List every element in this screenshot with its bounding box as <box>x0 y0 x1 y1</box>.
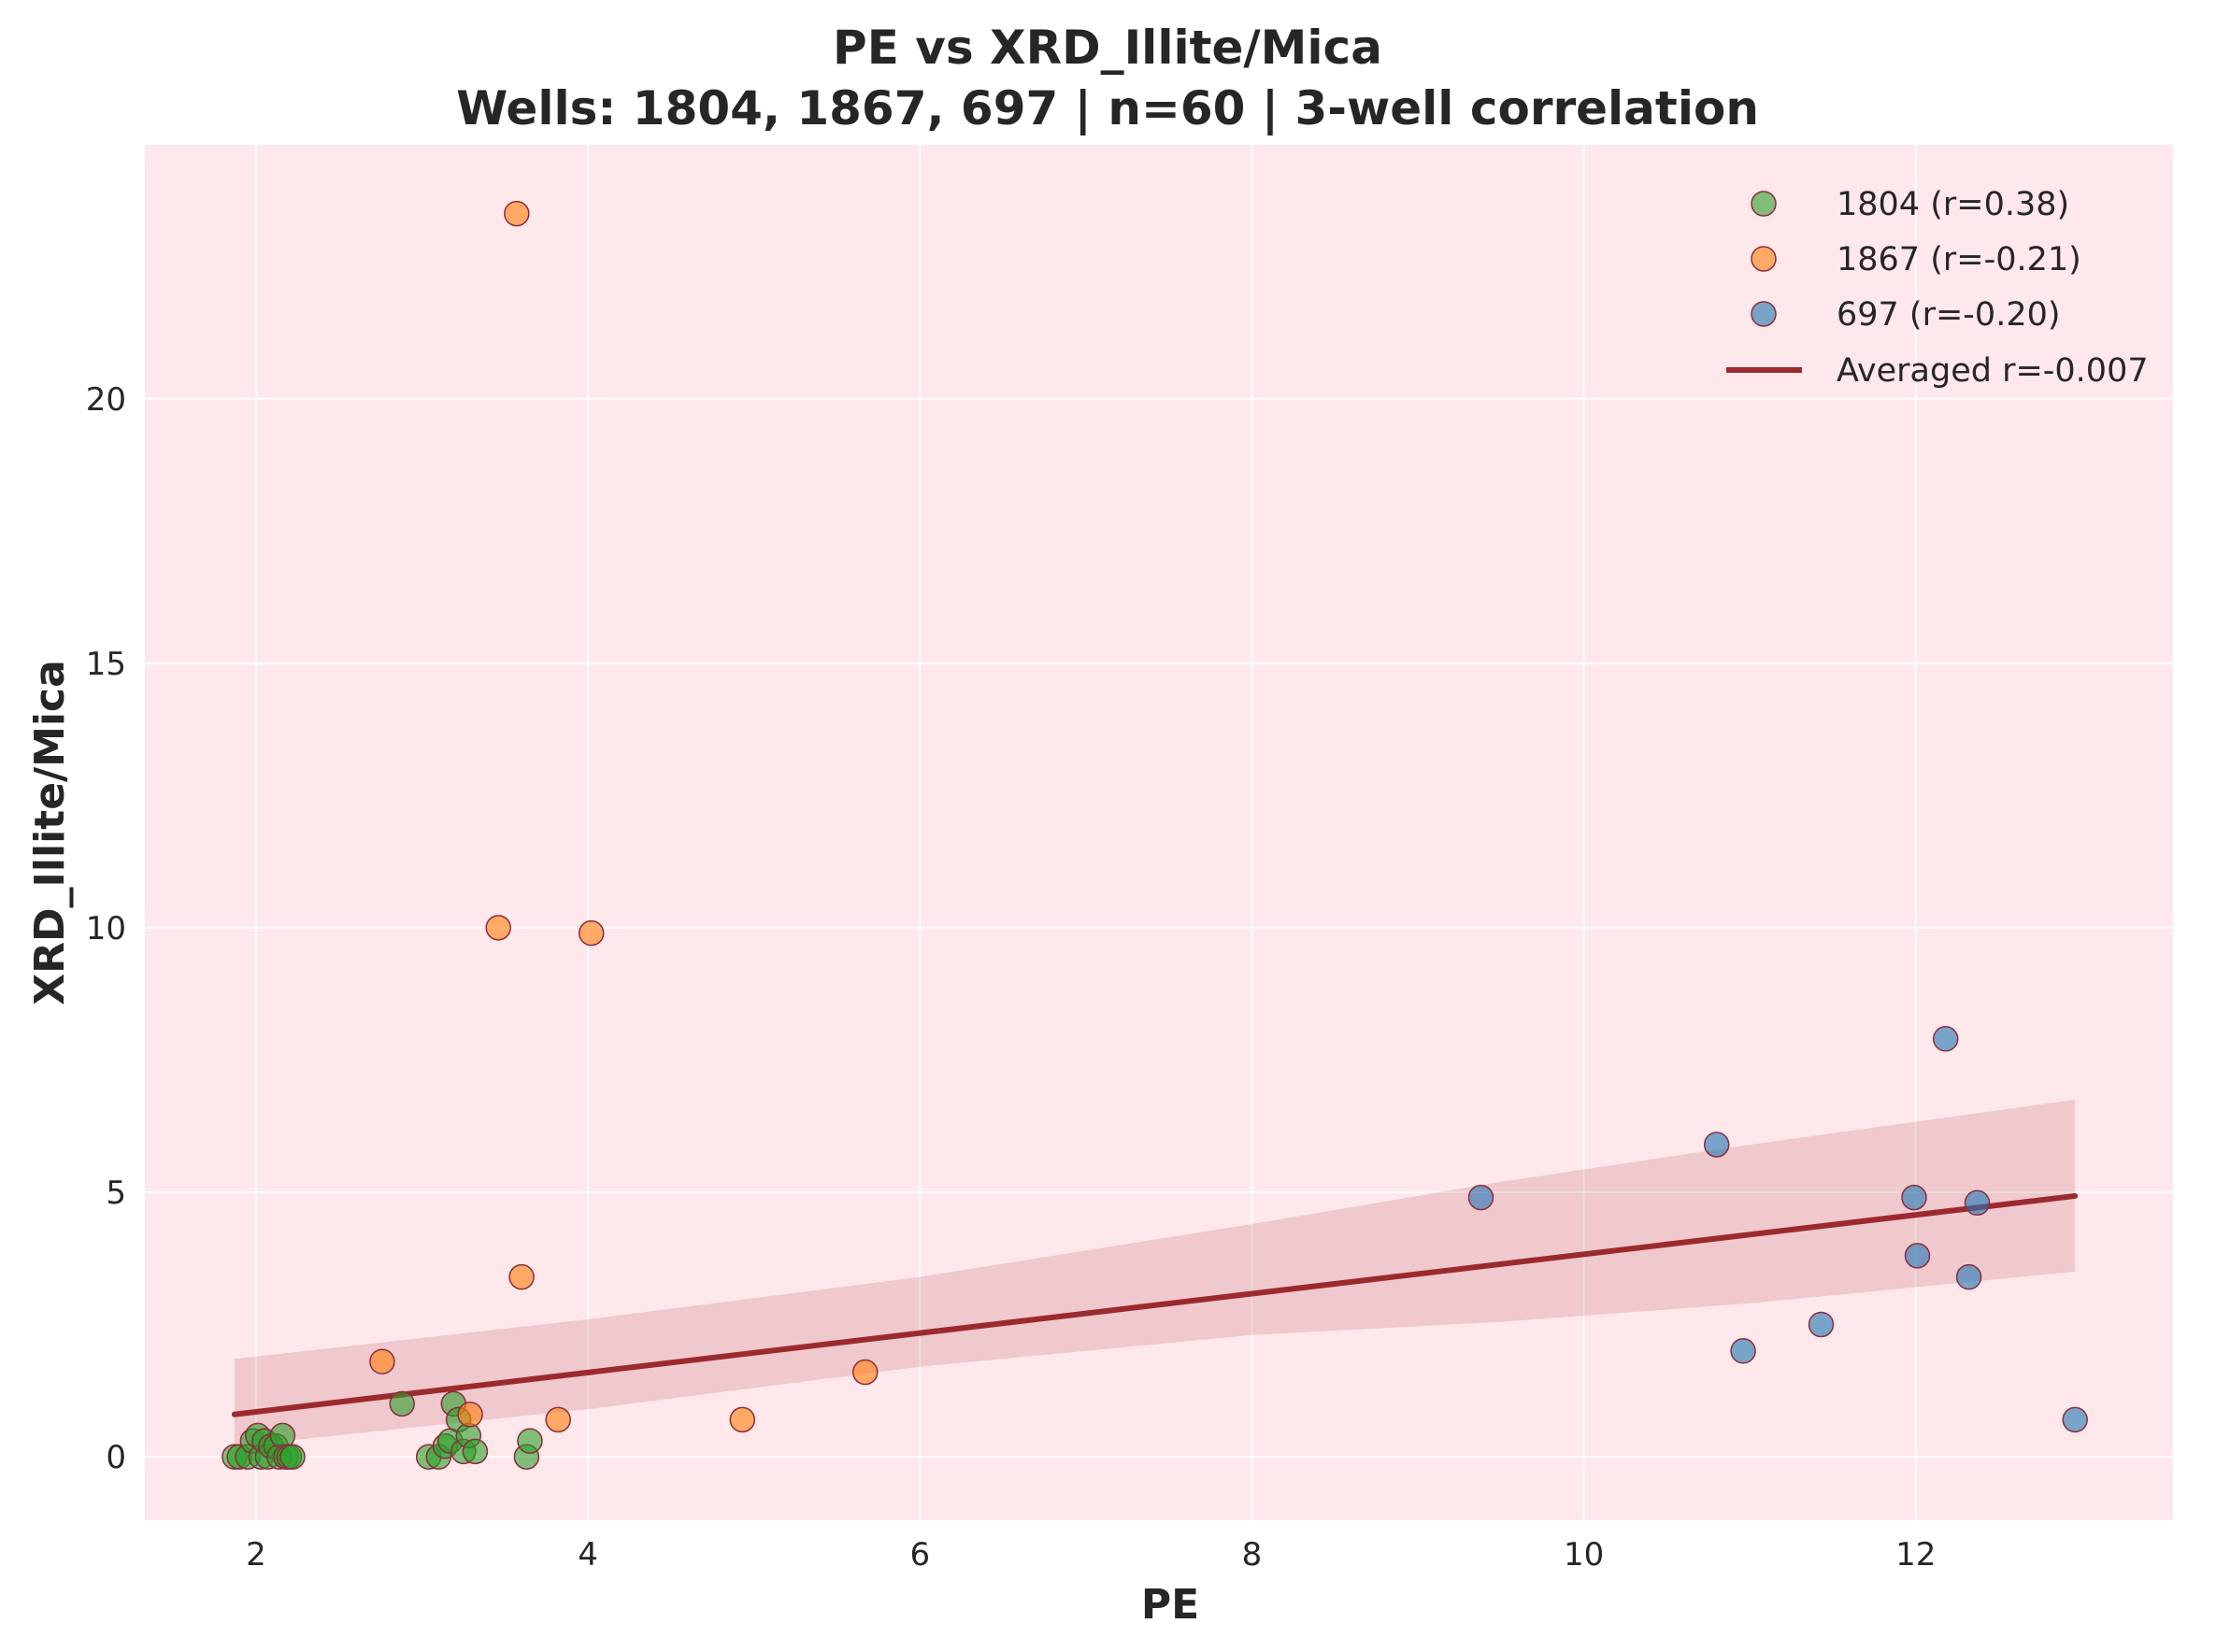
data-point-series-1 <box>545 1406 571 1433</box>
chart-subtitle: Wells: 1804, 1867, 697 | n=60 | 3-well c… <box>456 81 1759 135</box>
data-point-series-0 <box>517 1428 543 1454</box>
points-layer <box>222 200 2088 1470</box>
data-point-series-2 <box>1730 1338 1756 1364</box>
x-tick-label: 4 <box>578 1536 598 1574</box>
data-point-series-0 <box>279 1444 306 1470</box>
y-axis-label: XRD_Illite/Mica <box>26 660 74 1005</box>
data-point-series-2 <box>1932 1026 1959 1052</box>
legend-marker-697 <box>1751 301 1777 327</box>
y-tick-label: 0 <box>106 1439 126 1476</box>
data-point-series-1 <box>508 1263 535 1290</box>
x-tick-label: 6 <box>909 1536 930 1574</box>
grid <box>145 145 2173 1520</box>
legend-label-fit: Averaged r=-0.007 <box>1837 352 2149 390</box>
legend-marker-1867 <box>1751 246 1777 272</box>
data-point-series-2 <box>1808 1311 1835 1338</box>
x-tick-label: 2 <box>246 1536 266 1574</box>
data-point-series-1 <box>504 200 530 227</box>
data-point-series-1 <box>457 1402 483 1428</box>
tick-labels: 2 4 6 8 10 12 0 5 10 15 20 <box>86 381 1937 1574</box>
data-point-series-1 <box>485 915 511 941</box>
data-point-series-2 <box>1467 1184 1494 1211</box>
legend-marker-1804 <box>1751 191 1777 217</box>
data-point-series-1 <box>851 1359 879 1386</box>
data-point-series-1 <box>369 1348 395 1374</box>
x-tick-label: 10 <box>1564 1536 1604 1574</box>
y-tick-label: 10 <box>86 910 126 947</box>
data-point-series-0 <box>462 1438 489 1465</box>
data-point-series-2 <box>1904 1243 1931 1269</box>
y-tick-label: 5 <box>106 1175 126 1212</box>
legend-label-697: 697 (r=-0.20) <box>1837 296 2061 334</box>
legend-label-1804: 1804 (r=0.38) <box>1837 186 2069 223</box>
chart-title: PE vs XRD_Illite/Mica <box>833 21 1382 75</box>
data-point-series-1 <box>729 1406 756 1433</box>
legend: 1804 (r=0.38) 1867 (r=-0.21) 697 (r=-0.2… <box>1726 186 2149 390</box>
data-point-series-2 <box>1901 1184 1927 1211</box>
y-tick-label: 15 <box>86 646 126 683</box>
data-point-series-2 <box>1955 1263 1982 1290</box>
legend-label-1867: 1867 (r=-0.21) <box>1837 241 2081 278</box>
y-tick-label: 20 <box>86 381 126 419</box>
x-axis-label: PE <box>1141 1581 1199 1629</box>
data-point-series-2 <box>1964 1189 1991 1217</box>
plot-area <box>145 145 2173 1520</box>
data-point-series-2 <box>2062 1406 2088 1433</box>
x-tick-label: 8 <box>1242 1536 1263 1574</box>
data-point-series-1 <box>578 919 605 947</box>
fit-line-layer <box>231 1192 2079 1417</box>
fit-line <box>231 1192 2079 1417</box>
x-tick-label: 12 <box>1895 1536 1936 1574</box>
data-point-series-2 <box>1703 1132 1730 1158</box>
data-point-series-0 <box>389 1390 415 1417</box>
